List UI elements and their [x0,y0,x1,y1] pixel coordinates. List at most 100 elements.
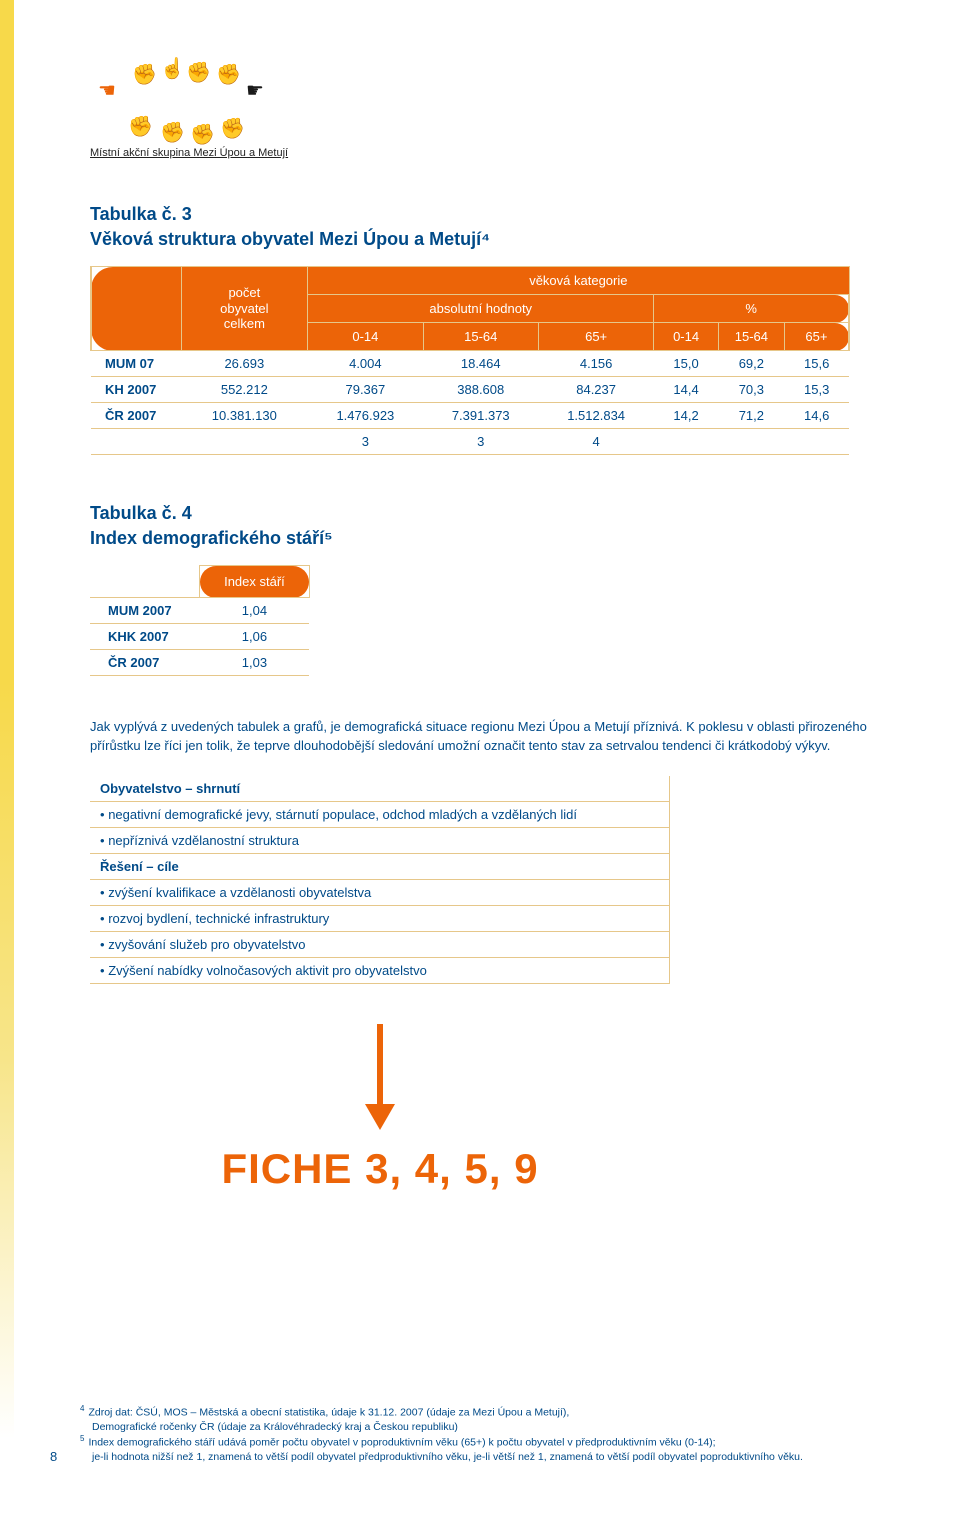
hand-icon: ✊ [128,114,153,139]
logo-hand-icons: ☚ ✊ ☝ ✊ ✊ ☛ ✊ ✊ ✊ ✊ [90,60,290,145]
footnote-text: Demografické ročenky ČR (údaje za Králov… [80,1420,920,1434]
th-col: 15-64 [718,323,784,351]
cell: 15,6 [784,351,849,377]
fiche-label: FICHE 3, 4, 5, 9 [90,1145,670,1193]
paragraph: Jak vyplývá z uvedených tabulek a grafů,… [90,718,870,756]
cell: 14,4 [654,377,719,403]
cell: 69,2 [718,351,784,377]
cell: 3 [308,429,423,455]
cell: 70,3 [718,377,784,403]
cell: 1,04 [200,598,310,624]
page-number: 8 [50,1448,57,1466]
cell: 1,06 [200,624,310,650]
hand-icon: ✊ [216,62,241,87]
th-col: 65+ [784,323,849,351]
cell: 4 [538,429,653,455]
cell: 84.237 [538,377,653,403]
footnote-text: Zdroj dat: ČSÚ, MOS – Městská a obecní s… [88,1407,569,1419]
th-pct: % [654,295,849,323]
summary-heading: Řešení – cíle [90,853,670,879]
cell [654,429,719,455]
cell [784,429,849,455]
table3-subtitle: Věková struktura obyvatel Mezi Úpou a Me… [90,229,870,250]
cell [181,429,308,455]
logo-block: ☚ ✊ ☝ ✊ ✊ ☛ ✊ ✊ ✊ ✊ Místní akční skupina… [90,60,870,159]
hand-icon: ☚ [98,78,116,103]
table3: počet obyvatel celkem věková kategorie a… [90,266,850,455]
table4-title: Tabulka č. 4 [90,503,870,524]
bullet-icon: • [100,911,105,926]
table3-title: Tabulka č. 3 [90,204,870,225]
cell: 4.004 [308,351,423,377]
bullet-icon: • [100,885,105,900]
table4-subtitle: Index demografického stáří⁵ [90,528,870,549]
summary-text: negativní demografické jevy, stárnutí po… [108,807,577,822]
summary-item: • zvýšení kvalifikace a vzdělanosti obyv… [90,879,670,905]
cell: 14,2 [654,403,719,429]
summary-item: • nepříznivá vzdělanostní struktura [90,827,670,853]
cell [718,429,784,455]
summary-text: rozvoj bydlení, technické infrastruktury [108,911,329,926]
table-row: MUM 07 26.693 4.004 18.464 4.156 15,0 69… [91,351,849,377]
cell: ČR 2007 [90,650,200,676]
cell: 1,03 [200,650,310,676]
cell: 14,6 [784,403,849,429]
th-col: 0-14 [654,323,719,351]
cell: 71,2 [718,403,784,429]
table-row: ČR 2007 1,03 [90,650,309,676]
hand-icon: ✊ [220,116,245,141]
footnote-text: je-li hodnota nižší než 1, znamená to vě… [80,1450,920,1464]
cell: 7.391.373 [423,403,538,429]
hand-icon: ☛ [246,78,264,103]
table3-block: Tabulka č. 3 Věková struktura obyvatel M… [90,204,870,455]
cell: 552.212 [181,377,308,403]
th-col: 15-64 [423,323,538,351]
cell: 15,0 [654,351,719,377]
summary-item: • zvyšování služeb pro obyvatelstvo [90,931,670,957]
table-row: 3 3 4 [91,429,849,455]
summary-text: zvyšování služeb pro obyvatelstvo [108,937,305,952]
hand-icon: ✊ [132,62,157,87]
th-top: věková kategorie [308,267,849,295]
footnote-4: 4Zdroj dat: ČSÚ, MOS – Městská a obecní … [80,1404,920,1420]
th-col: 0-14 [308,323,423,351]
cell: 4.156 [538,351,653,377]
summary-text: nepříznivá vzdělanostní struktura [108,833,299,848]
hand-icon: ✊ [160,120,185,145]
cell: KHK 2007 [90,624,200,650]
summary-item: • Zvýšení nabídky volnočasových aktivit … [90,957,670,983]
table4-block: Tabulka č. 4 Index demografického stáří⁵… [90,503,870,676]
th-blank [91,267,181,351]
table-row: MUM 2007 1,04 [90,598,309,624]
bullet-icon: • [100,963,105,978]
footnote-5: 5Index demografického stáří udává poměr … [80,1434,920,1450]
hand-icon: ✊ [186,60,211,85]
cell: ČR 2007 [91,403,181,429]
logo-caption: Místní akční skupina Mezi Úpou a Metují [90,147,870,159]
page: ☚ ✊ ☝ ✊ ✊ ☛ ✊ ✊ ✊ ✊ Místní akční skupina… [0,0,960,1514]
table-row: ČR 2007 10.381.130 1.476.923 7.391.373 1… [91,403,849,429]
bullet-icon: • [100,833,105,848]
hand-icon: ✊ [190,122,215,147]
table-row: KH 2007 552.212 79.367 388.608 84.237 14… [91,377,849,403]
arrow-down-icon [360,1024,400,1134]
th-index: Index stáří [200,566,310,598]
cell: 1.476.923 [308,403,423,429]
table-row: KHK 2007 1,06 [90,624,309,650]
cell: 26.693 [181,351,308,377]
cell: MUM 2007 [90,598,200,624]
summary-heading: Obyvatelstvo – shrnutí [90,776,670,802]
th-abs: absolutní hodnoty [308,295,654,323]
cell: MUM 07 [91,351,181,377]
sidebar-gradient [0,0,14,1514]
cell: 10.381.130 [181,403,308,429]
table4: Index stáří MUM 2007 1,04 KHK 2007 1,06 … [90,565,310,676]
footnote-text: Index demografického stáří udává poměr p… [88,1437,715,1449]
bullet-icon: • [100,807,105,822]
cell [91,429,181,455]
bullet-icon: • [100,937,105,952]
th-total-label: počet obyvatel celkem [220,285,268,331]
th-total: počet obyvatel celkem [181,267,308,351]
summary-item: • negativní demografické jevy, stárnutí … [90,801,670,827]
summary-box: Obyvatelstvo – shrnutí • negativní demog… [90,776,670,984]
